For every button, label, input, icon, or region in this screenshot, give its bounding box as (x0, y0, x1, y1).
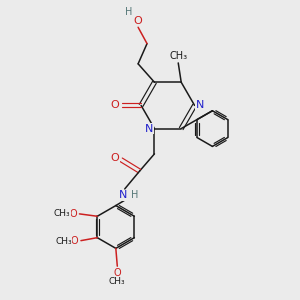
Text: H: H (130, 190, 138, 200)
Text: CH₃: CH₃ (109, 277, 126, 286)
Text: CH₃: CH₃ (169, 50, 187, 61)
Text: O: O (69, 209, 77, 219)
Text: N: N (145, 124, 153, 134)
Text: N: N (196, 100, 204, 110)
Text: O: O (110, 153, 119, 163)
Text: H: H (125, 7, 132, 17)
Text: O: O (134, 16, 142, 26)
Text: O: O (111, 100, 120, 110)
Text: CH₃: CH₃ (54, 209, 70, 218)
Text: O: O (70, 236, 78, 246)
Text: CH₃: CH₃ (56, 237, 72, 246)
Text: O: O (113, 268, 121, 278)
Text: N: N (119, 190, 128, 200)
